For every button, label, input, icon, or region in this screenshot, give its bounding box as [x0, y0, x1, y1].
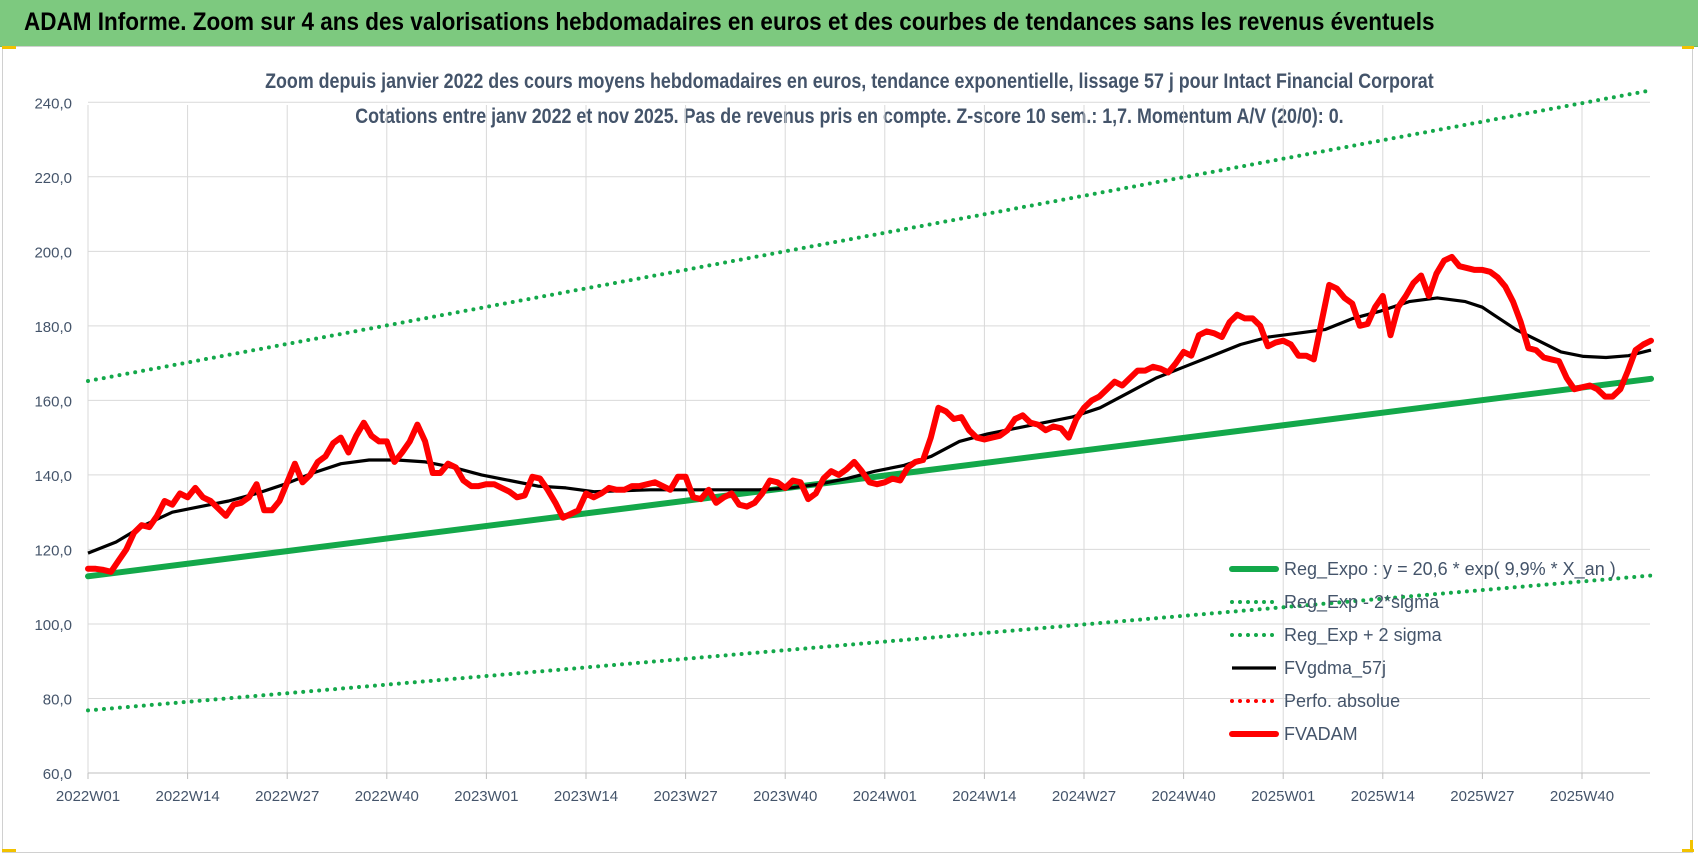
chart-subtitle: Cotations entre janv 2022 et nov 2025. P… — [354, 105, 1344, 128]
y-tick-label: 160,0 — [34, 393, 72, 410]
legend: Reg_Expo : y = 20,6 * exp( 9,9% * X_an )… — [1229, 559, 1616, 744]
frame-corner-right-edge — [1690, 840, 1693, 852]
y-tick-label: 80,0 — [43, 691, 72, 708]
x-tick-label: 2024W40 — [1151, 788, 1215, 805]
x-tick-label: 2024W14 — [952, 788, 1016, 805]
report-header: ADAM Informe. Zoom sur 4 ans des valoris… — [0, 0, 1698, 47]
frame-corner-bottom-right — [1682, 849, 1694, 852]
x-tick-label: 2023W27 — [653, 788, 717, 805]
x-tick-label: 2025W14 — [1351, 788, 1415, 805]
frame-corner-top-right — [1682, 46, 1694, 49]
series-line-3 — [87, 296, 1652, 555]
series-line-2 — [86, 88, 1653, 383]
gridlines — [87, 101, 1650, 779]
x-tick-label: 2025W01 — [1251, 788, 1315, 805]
x-tick-label: 2022W14 — [155, 788, 219, 805]
y-tick-label: 120,0 — [34, 542, 72, 559]
x-tick-label: 2022W40 — [355, 788, 419, 805]
y-tick-label: 200,0 — [34, 244, 72, 261]
legend-label-0: Reg_Expo : y = 20,6 * exp( 9,9% * X_an ) — [1284, 559, 1616, 580]
report-title: ADAM Informe. Zoom sur 4 ans des valoris… — [24, 8, 1435, 36]
y-tick-label: 100,0 — [34, 617, 72, 634]
frame-corner-bottom-left — [2, 849, 16, 852]
y-tick-label: 140,0 — [34, 468, 72, 485]
legend-label-5: FVADAM — [1284, 724, 1358, 744]
y-tick-label: 180,0 — [34, 319, 72, 336]
x-tick-label: 2023W01 — [454, 788, 518, 805]
x-axis-ticks: 2022W01 2022W14 2022W27 2022W40 2023W01 2023W… — [56, 788, 1614, 805]
chart-title: Zoom depuis janvier 2022 des cours moyen… — [264, 70, 1434, 93]
y-axis-ticks: 60,0 80,0 100,0 120,0 140,0 160,0 180,0 200,0 22… — [34, 95, 72, 783]
legend-label-3: FVgdma_57j — [1284, 658, 1386, 679]
y-tick-label: 240,0 — [34, 95, 72, 112]
x-tick-label: 2023W40 — [753, 788, 817, 805]
x-tick-label: 2025W40 — [1550, 788, 1614, 805]
x-tick-label: 2024W27 — [1052, 788, 1116, 805]
x-tick-label: 2025W27 — [1450, 788, 1514, 805]
legend-label-1: Reg_Exp - 2*sigma — [1284, 592, 1440, 613]
series-line-1 — [86, 573, 1653, 713]
series-line-5 — [85, 253, 1654, 575]
legend-label-4: Perfo. absolue — [1284, 691, 1400, 711]
y-tick-label: 60,0 — [43, 766, 72, 783]
frame-corner-top-left — [2, 46, 16, 49]
legend-label-2: Reg_Exp + 2 sigma — [1284, 625, 1443, 646]
chart-frame — [2, 46, 1693, 853]
x-tick-label: 2022W01 — [56, 788, 120, 805]
y-tick-label: 220,0 — [34, 170, 72, 187]
x-tick-label: 2023W14 — [554, 788, 618, 805]
x-tick-label: 2022W27 — [255, 788, 319, 805]
x-tick-label: 2024W01 — [853, 788, 917, 805]
series-lines — [85, 88, 1654, 713]
